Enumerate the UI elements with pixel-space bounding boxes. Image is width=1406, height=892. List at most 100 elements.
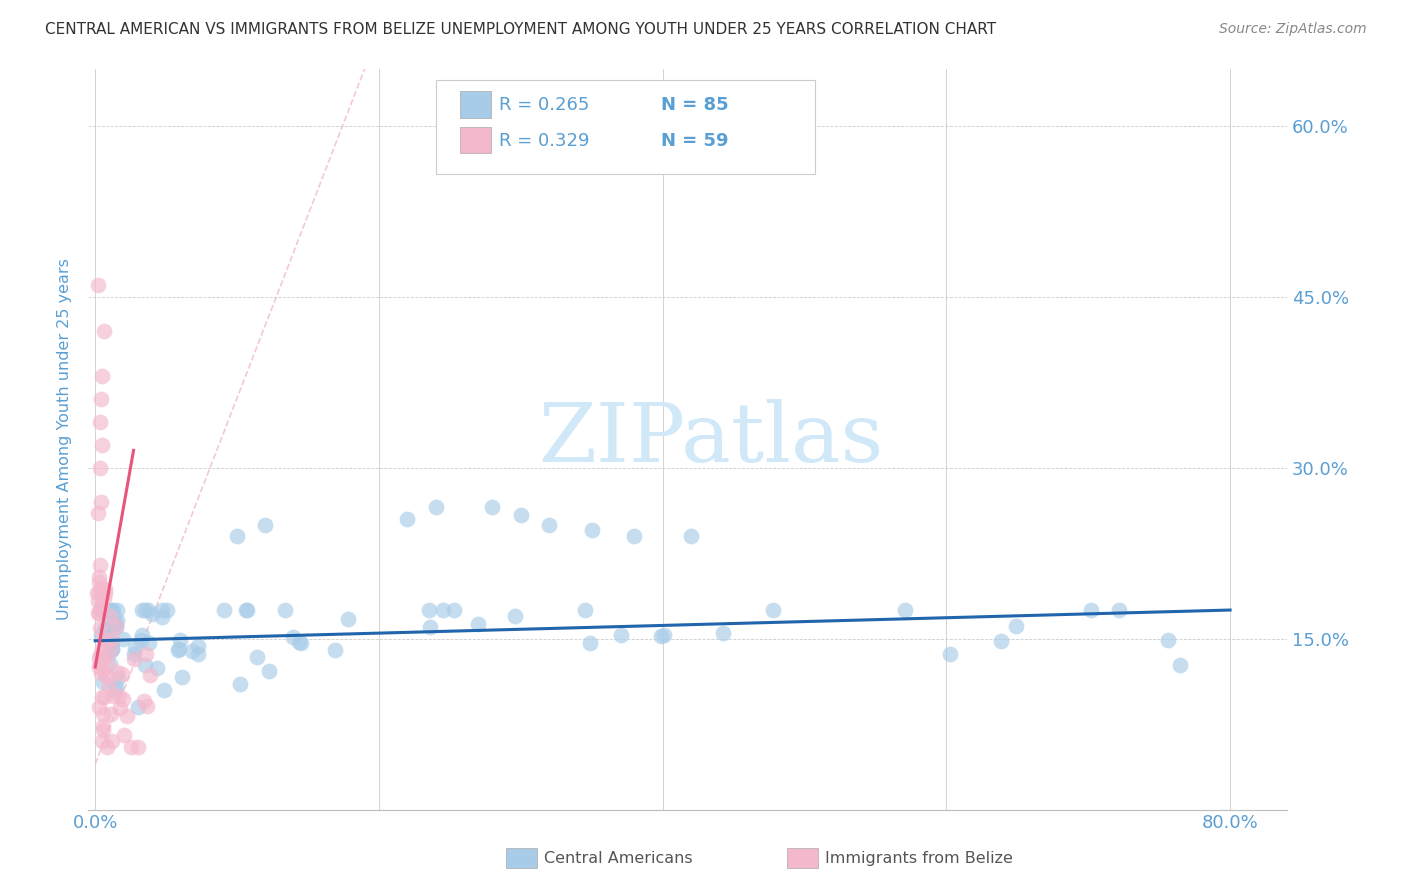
Point bbox=[91, 719, 114, 733]
Point bbox=[135, 698, 157, 713]
Point bbox=[87, 278, 110, 293]
Point bbox=[138, 668, 160, 682]
Point bbox=[337, 612, 360, 626]
Point bbox=[91, 438, 114, 452]
Point bbox=[150, 609, 173, 624]
Point bbox=[136, 603, 159, 617]
Point bbox=[111, 666, 134, 681]
Point bbox=[990, 633, 1012, 648]
Point bbox=[127, 739, 149, 754]
Point bbox=[105, 618, 128, 632]
Point bbox=[91, 690, 114, 705]
Point bbox=[111, 691, 134, 706]
Point bbox=[481, 500, 503, 515]
Point bbox=[167, 643, 190, 657]
Point bbox=[89, 699, 111, 714]
Point bbox=[90, 494, 112, 508]
Point bbox=[98, 643, 121, 657]
Point bbox=[89, 657, 111, 672]
Point bbox=[104, 680, 127, 694]
Point bbox=[212, 603, 235, 617]
Point bbox=[425, 500, 447, 515]
Point bbox=[91, 675, 114, 690]
Point bbox=[274, 603, 297, 617]
Point bbox=[894, 603, 917, 617]
Point bbox=[134, 603, 156, 617]
Point bbox=[235, 603, 257, 617]
Point bbox=[94, 582, 117, 596]
Point bbox=[103, 603, 125, 617]
Point bbox=[98, 657, 121, 672]
Text: CENTRAL AMERICAN VS IMMIGRANTS FROM BELIZE UNEMPLOYMENT AMONG YOUTH UNDER 25 YEA: CENTRAL AMERICAN VS IMMIGRANTS FROM BELI… bbox=[45, 22, 995, 37]
Point bbox=[90, 599, 112, 614]
Point bbox=[443, 603, 465, 617]
Point bbox=[132, 694, 155, 708]
Point bbox=[98, 603, 121, 617]
Point bbox=[281, 631, 304, 645]
Point bbox=[181, 644, 204, 658]
Point bbox=[538, 517, 561, 532]
Point bbox=[91, 723, 114, 737]
Point bbox=[96, 657, 118, 671]
Point bbox=[226, 529, 249, 543]
Point bbox=[96, 668, 118, 682]
Point bbox=[609, 628, 631, 642]
Point bbox=[94, 623, 117, 637]
Point bbox=[131, 628, 153, 642]
Point bbox=[713, 626, 735, 640]
Point bbox=[108, 689, 131, 703]
Point bbox=[89, 574, 111, 589]
Point bbox=[87, 606, 110, 620]
Point bbox=[96, 603, 118, 617]
Text: Immigrants from Belize: Immigrants from Belize bbox=[825, 851, 1014, 865]
Point bbox=[172, 670, 194, 684]
Point bbox=[419, 620, 441, 634]
Point bbox=[91, 642, 114, 657]
Point bbox=[105, 613, 128, 627]
Point bbox=[89, 460, 111, 475]
Point bbox=[1168, 657, 1191, 672]
Text: R = 0.265: R = 0.265 bbox=[499, 96, 589, 114]
Point bbox=[124, 641, 146, 656]
Point bbox=[89, 648, 111, 663]
Point bbox=[112, 728, 135, 742]
Point bbox=[91, 603, 114, 617]
Point bbox=[432, 603, 454, 617]
Point bbox=[100, 707, 122, 722]
Point bbox=[89, 621, 111, 635]
Point bbox=[111, 632, 134, 647]
Point bbox=[86, 586, 108, 600]
Point bbox=[138, 636, 160, 650]
Point bbox=[150, 603, 173, 617]
Point bbox=[246, 650, 269, 665]
Point bbox=[679, 529, 702, 543]
Point bbox=[254, 517, 277, 532]
Point bbox=[91, 706, 114, 721]
Point bbox=[104, 617, 127, 632]
Point bbox=[103, 613, 125, 627]
Point bbox=[96, 739, 118, 754]
Point bbox=[94, 633, 117, 648]
Point bbox=[652, 628, 675, 642]
Point bbox=[134, 657, 156, 672]
Point bbox=[187, 639, 209, 653]
Point bbox=[87, 660, 110, 674]
Point bbox=[939, 647, 962, 661]
Text: Source: ZipAtlas.com: Source: ZipAtlas.com bbox=[1219, 22, 1367, 37]
Point bbox=[90, 628, 112, 642]
Point bbox=[323, 643, 346, 657]
Point bbox=[503, 608, 526, 623]
Point bbox=[93, 632, 115, 646]
Point bbox=[97, 677, 120, 691]
Point bbox=[107, 603, 129, 617]
Text: Central Americans: Central Americans bbox=[544, 851, 693, 865]
Point bbox=[100, 613, 122, 627]
Point bbox=[104, 682, 127, 697]
Point bbox=[122, 648, 145, 662]
Point bbox=[236, 603, 259, 617]
Point bbox=[122, 651, 145, 665]
Point bbox=[101, 641, 124, 656]
Point bbox=[1108, 603, 1130, 617]
Point bbox=[623, 529, 645, 543]
Point bbox=[101, 641, 124, 656]
